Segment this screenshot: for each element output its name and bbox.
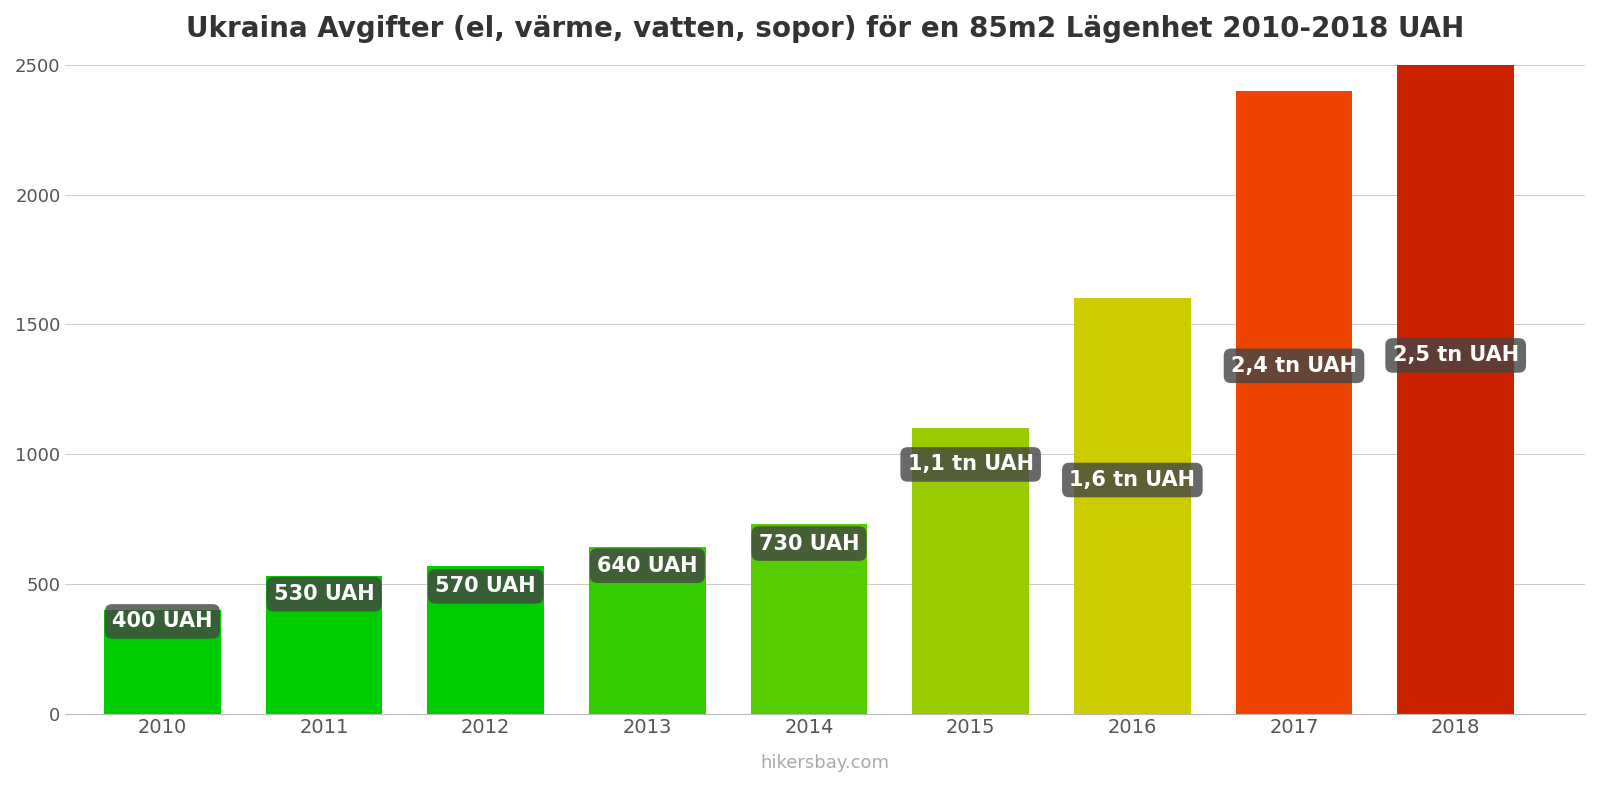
Bar	[750, 524, 867, 714]
Bar	[1235, 90, 1352, 714]
Bar	[266, 576, 382, 714]
Bar	[1397, 65, 1514, 714]
Text: 1,1 tn UAH: 1,1 tn UAH	[907, 454, 1034, 474]
Bar	[427, 566, 544, 714]
Text: 400 UAH: 400 UAH	[112, 611, 213, 631]
Text: 640 UAH: 640 UAH	[597, 556, 698, 576]
Bar	[1074, 298, 1190, 714]
Text: 570 UAH: 570 UAH	[435, 576, 536, 596]
Text: 530 UAH: 530 UAH	[274, 584, 374, 604]
Text: 1,6 tn UAH: 1,6 tn UAH	[1069, 470, 1195, 490]
Title: Ukraina Avgifter (el, värme, vatten, sopor) för en 85m2 Lägenhet 2010-2018 UAH: Ukraina Avgifter (el, värme, vatten, sop…	[186, 15, 1464, 43]
Text: 2,4 tn UAH: 2,4 tn UAH	[1230, 356, 1357, 376]
Bar	[912, 428, 1029, 714]
Text: 2,5 tn UAH: 2,5 tn UAH	[1392, 346, 1518, 366]
Text: hikersbay.com: hikersbay.com	[760, 754, 890, 772]
Bar	[589, 547, 706, 714]
Bar	[104, 610, 221, 714]
Text: 730 UAH: 730 UAH	[758, 534, 859, 554]
